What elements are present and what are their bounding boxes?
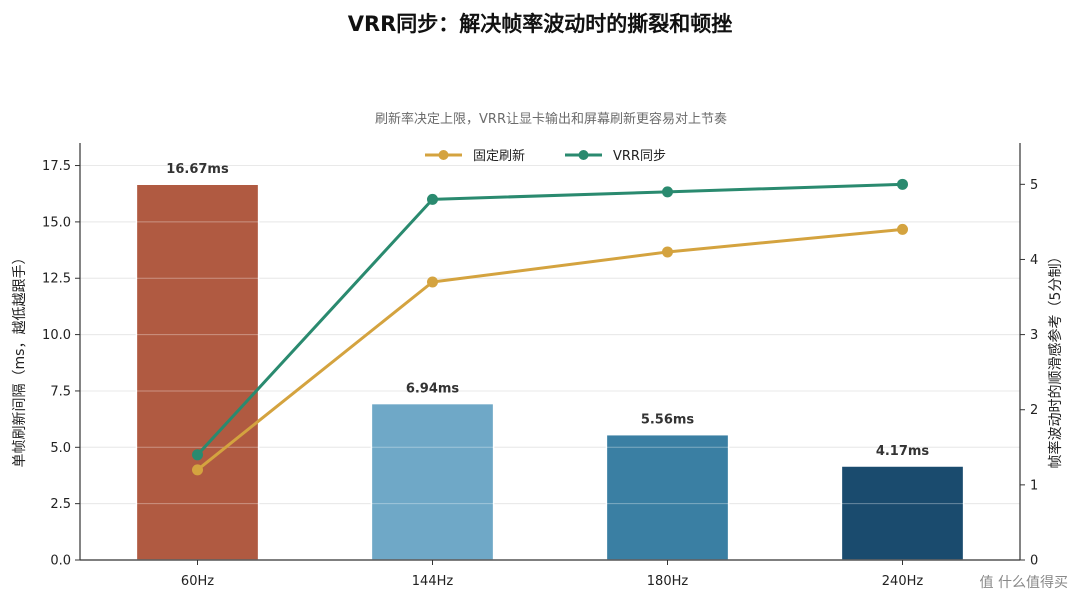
series-0-point-60Hz (192, 464, 203, 476)
series-0-point-144Hz (427, 276, 438, 288)
y-tick-label-right-3: 3 (1030, 328, 1038, 343)
series-1-point-240Hz (897, 178, 908, 190)
series-0-point-180Hz (662, 246, 673, 258)
y-axis-label-left: 单帧刷新间隔（ms，越低越跟手） (12, 251, 28, 468)
series-1-point-144Hz (427, 193, 438, 205)
series-1-point-180Hz (662, 186, 673, 198)
bars (80, 165, 1020, 561)
x-tick-label-144Hz: 144Hz (412, 574, 454, 589)
y-tick-label-left-0: 0.0 (50, 554, 71, 569)
bar-value-label-144Hz: 6.94ms (406, 382, 460, 397)
chart-subtitle: 刷新率决定上限，VRR让显卡输出和屏幕刷新更容易对上节奏 (375, 111, 727, 127)
y-tick-label-left-1: 2.5 (50, 497, 71, 512)
y-tick-label-left-4: 10.0 (42, 328, 71, 343)
series-line-1 (196, 182, 903, 456)
bar-240Hz (840, 465, 965, 561)
y-tick-label-right-0: 0 (1030, 554, 1038, 569)
x-tick-label-240Hz: 240Hz (882, 574, 924, 589)
y-tick-label-left-2: 5.0 (50, 441, 71, 456)
axes (75, 143, 1025, 565)
legend-label-fixed: 固定刷新 (473, 148, 525, 164)
y-tick-label-right-4: 4 (1030, 253, 1038, 268)
y-tick-label-left-6: 15.0 (42, 215, 71, 230)
x-tick-label-180Hz: 180Hz (647, 574, 689, 589)
y-tick-label-left-3: 7.5 (50, 384, 71, 399)
y-tick-label-right-2: 2 (1030, 403, 1038, 418)
bar-144Hz (370, 402, 495, 561)
bar-180Hz (605, 433, 730, 561)
series-1-point-60Hz (192, 449, 203, 461)
x-tick-label-60Hz: 60Hz (181, 574, 214, 589)
series-line-0 (196, 227, 903, 472)
chart-title: VRR同步：解决帧率波动时的撕裂和顿挫 (348, 12, 733, 36)
y-tick-label-right-1: 1 (1030, 478, 1038, 493)
tick-labels: 0.0 2.5 5.0 7.5 10.0 12.5 15.0 17.5 0 1 2 3 4 5 60Hz 14… (42, 159, 1038, 589)
legend-marker-fixed (438, 150, 449, 160)
bar-60Hz (135, 183, 260, 561)
watermark: 值 什么值得买 (980, 574, 1068, 591)
y-axis-label-right: 帧率波动时的顺滑感参考（5分制） (1047, 250, 1064, 469)
y-tick-label-left-7: 17.5 (42, 159, 71, 174)
series-lines (192, 178, 908, 476)
legend-label-vrr: VRR同步 (613, 149, 666, 164)
bar-labels: 16.67ms 6.94ms 5.56ms 4.17ms (166, 162, 929, 459)
y-tick-label-left-5: 12.5 (42, 272, 71, 287)
y-tick-label-right-5: 5 (1030, 178, 1038, 193)
legend-item-vrr: VRR同步 (565, 149, 666, 164)
legend-item-fixed: 固定刷新 (425, 148, 525, 164)
bar-value-label-180Hz: 5.56ms (641, 413, 695, 428)
bar-value-label-240Hz: 4.17ms (876, 444, 930, 459)
legend: 固定刷新 VRR同步 (425, 148, 666, 164)
legend-marker-vrr (578, 150, 589, 160)
series-0-point-240Hz (897, 223, 908, 235)
bar-value-label-60Hz: 16.67ms (166, 162, 229, 177)
